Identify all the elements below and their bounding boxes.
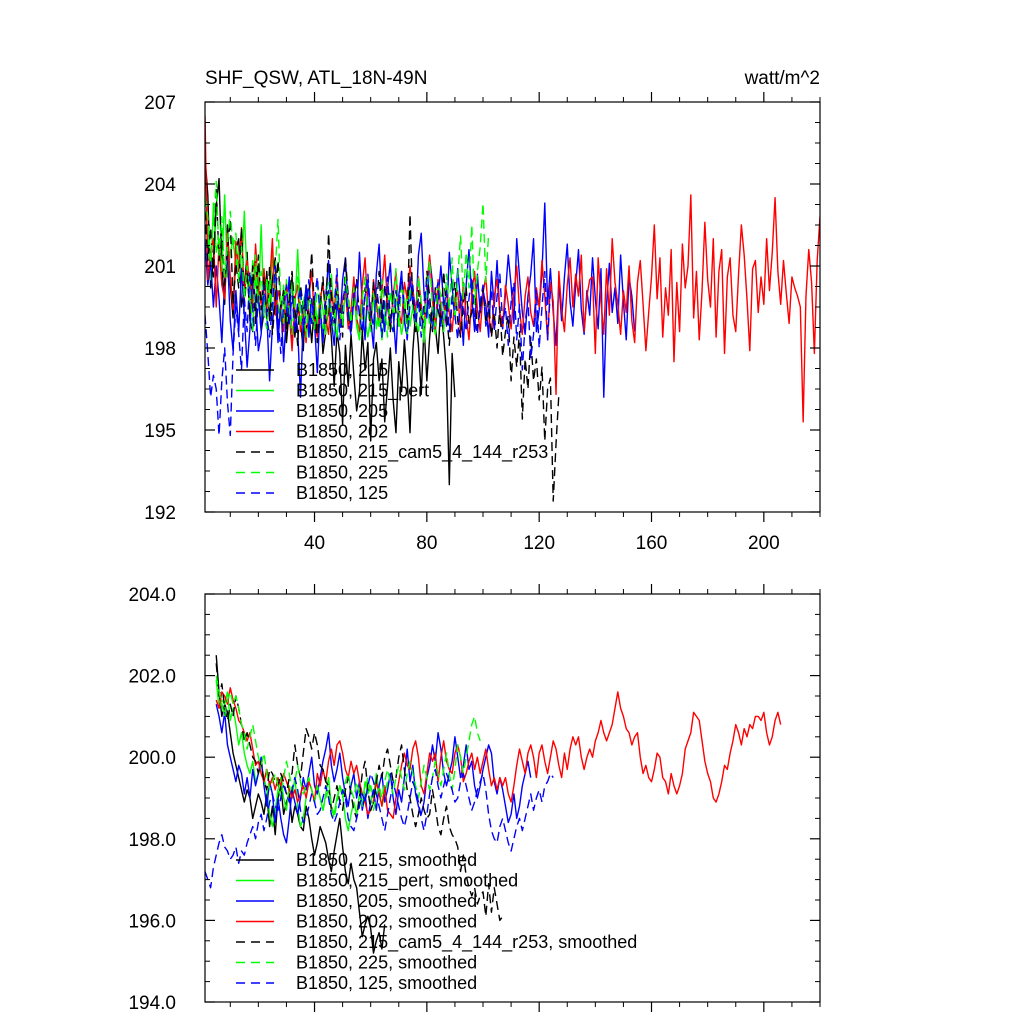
series-line-1 [215, 679, 389, 832]
series-line-6 [205, 768, 554, 889]
legend-label-6: B1850, 125 [296, 483, 388, 503]
top-panel: 192 195 198 201 204 207 40 80 120 160 200 SHF_QSW, … [144, 68, 821, 554]
legend-label-2: B1850, 205 [296, 401, 388, 421]
series-group [205, 115, 820, 502]
legend-label-4: B1850, 215_cam5_4_144_r253 [296, 442, 548, 463]
y-tick-label: 196.0 [128, 911, 176, 932]
x-tick-label: 120 [523, 533, 555, 554]
bottom-panel: 194.0 196.0 198.0 200.0 202.0 204.0 B1850, 215… [128, 584, 821, 1014]
series-group [205, 655, 782, 954]
y-tick-label: 195 [144, 421, 176, 442]
y-tick-label: 207 [144, 93, 176, 114]
legend-label-4: B1850, 215_cam5_4_144_r253, smoothed [296, 932, 637, 953]
legend-label-0: B1850, 215 [296, 360, 388, 380]
legend-label-2: B1850, 205, smoothed [296, 891, 477, 911]
series-line-5 [205, 180, 490, 341]
legend-label-1: B1850, 215_pert, smoothed [296, 871, 518, 892]
chart-title: SHF_QSW, ATL_18N-49N [205, 68, 427, 89]
y-tick-label: 198.0 [128, 830, 176, 851]
legend-label-3: B1850, 202 [296, 422, 388, 442]
legend-label-5: B1850, 225, smoothed [296, 953, 477, 973]
units-label: watt/m^2 [744, 68, 820, 89]
x-tick-label: 160 [636, 533, 668, 554]
x-tick-label: 40 [304, 533, 325, 554]
series-line-4 [205, 186, 560, 502]
series-line-3 [215, 687, 782, 820]
legend-label-1: B1850, 215_pert [296, 381, 429, 402]
y-tick-label: 202.0 [128, 667, 176, 688]
y-tick-label: 200.0 [128, 748, 176, 769]
series-line-3 [205, 115, 820, 423]
y-tick-label: 204 [144, 175, 176, 196]
legend-label-3: B1850, 202, smoothed [296, 912, 477, 932]
y-tick-label: 201 [144, 257, 176, 278]
legend-label-5: B1850, 225 [296, 463, 388, 483]
series-line-6 [205, 265, 552, 437]
series-line-2 [205, 202, 636, 398]
series-line-2 [215, 704, 532, 844]
y-tick-label: 194.0 [128, 993, 176, 1014]
y-tick-label: 204.0 [128, 585, 176, 606]
x-tick-label: 80 [416, 533, 437, 554]
y-tick-label: 192 [144, 503, 176, 524]
x-tick-label: 200 [748, 533, 780, 554]
legend-label-0: B1850, 215, smoothed [296, 850, 477, 870]
legend-label-6: B1850, 125, smoothed [296, 973, 477, 993]
y-tick-label: 198 [144, 339, 176, 360]
